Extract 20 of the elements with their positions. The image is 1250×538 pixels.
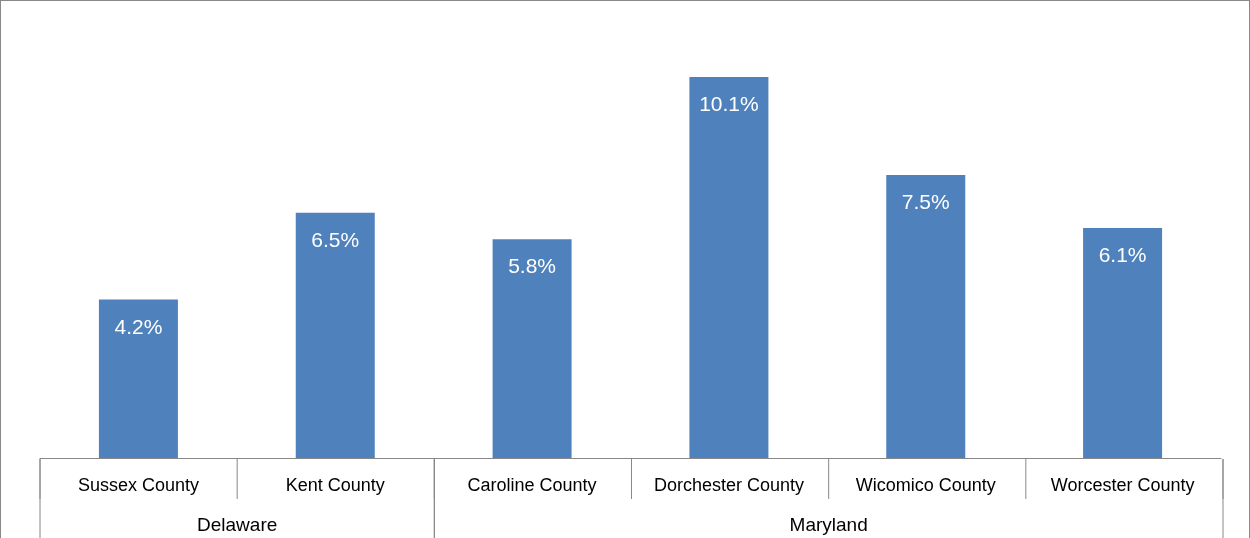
bar [689,77,769,458]
x-tick-label: Wicomico County [855,475,996,495]
x-tick-label: Sussex County [77,475,199,495]
data-label: 6.5% [311,227,360,251]
x-tick-label: Caroline County [467,475,597,495]
data-label: 5.8% [508,254,557,278]
data-label: 7.5% [901,190,950,214]
bar [492,239,572,458]
bar [295,212,375,458]
x-tick-label: Kent County [285,475,385,495]
x-tick-label: Worcester County [1050,475,1195,495]
bar [98,299,178,458]
text: Delaware [197,513,278,535]
text: Maryland [789,513,868,535]
data-label: 4.2% [114,314,163,338]
data-label: 10.1% [699,92,759,115]
bar [1083,227,1163,458]
data-label: 6.1% [1098,242,1147,266]
bar [886,175,966,458]
x-tick-label: Dorchester County [653,475,804,495]
